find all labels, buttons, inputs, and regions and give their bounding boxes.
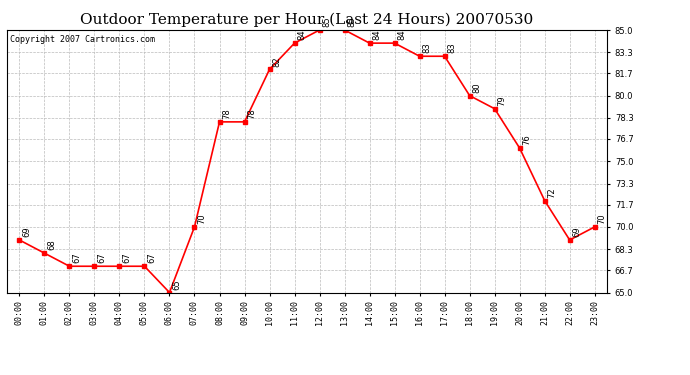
- Text: 67: 67: [122, 253, 131, 264]
- Text: 85: 85: [347, 16, 356, 27]
- Text: 69: 69: [573, 226, 582, 237]
- Text: 67: 67: [147, 253, 156, 264]
- Text: 83: 83: [422, 43, 431, 54]
- Text: 69: 69: [22, 226, 31, 237]
- Text: 78: 78: [247, 108, 256, 119]
- Text: 85: 85: [322, 16, 331, 27]
- Text: 83: 83: [447, 43, 456, 54]
- Text: 78: 78: [222, 108, 231, 119]
- Text: 76: 76: [522, 135, 531, 146]
- Text: 84: 84: [397, 30, 406, 40]
- Text: 80: 80: [473, 82, 482, 93]
- Text: 67: 67: [97, 253, 106, 264]
- Text: Copyright 2007 Cartronics.com: Copyright 2007 Cartronics.com: [10, 35, 155, 44]
- Text: 70: 70: [197, 213, 206, 224]
- Text: 67: 67: [72, 253, 81, 264]
- Text: 84: 84: [297, 30, 306, 40]
- Title: Outdoor Temperature per Hour (Last 24 Hours) 20070530: Outdoor Temperature per Hour (Last 24 Ho…: [81, 13, 533, 27]
- Text: 84: 84: [373, 30, 382, 40]
- Text: 79: 79: [497, 95, 506, 106]
- Text: 82: 82: [273, 56, 282, 67]
- Text: 65: 65: [172, 279, 181, 290]
- Text: 72: 72: [547, 187, 556, 198]
- Text: 68: 68: [47, 240, 56, 250]
- Text: 70: 70: [598, 213, 607, 224]
